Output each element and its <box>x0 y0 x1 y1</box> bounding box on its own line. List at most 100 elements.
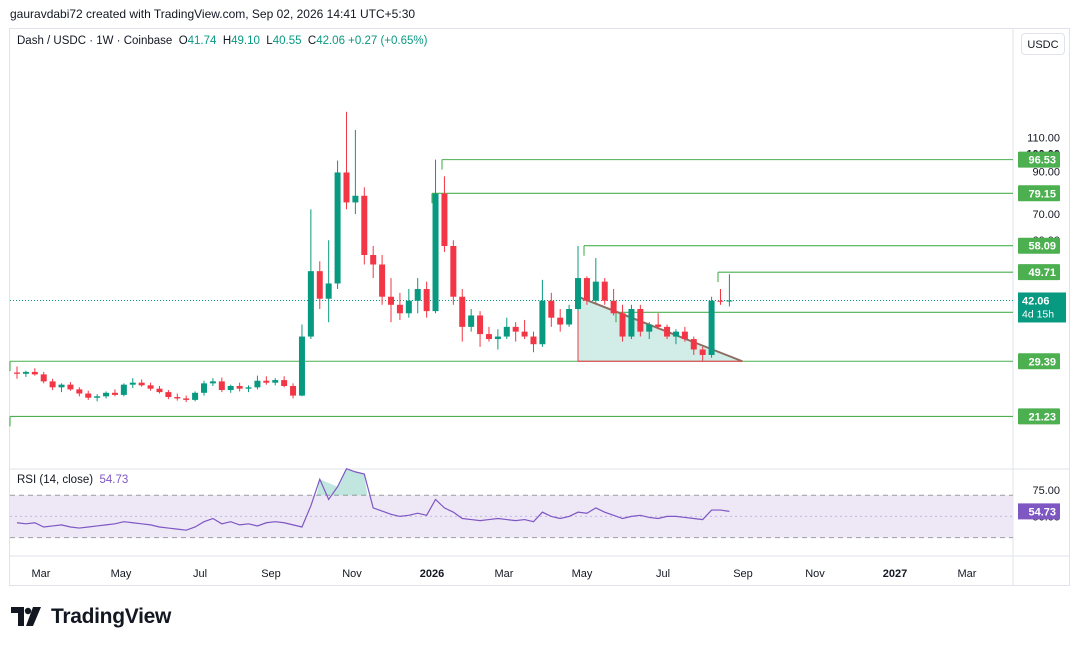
candle-body <box>592 281 599 301</box>
candle-body <box>192 392 199 400</box>
time-tick-label: 2027 <box>883 568 907 580</box>
candle-body <box>236 385 243 389</box>
candle-body <box>583 278 590 301</box>
candle-body <box>254 380 261 388</box>
high-label: H <box>222 35 232 47</box>
low-label: L <box>266 35 273 47</box>
rsi-label: RSI (14, close) <box>17 474 94 486</box>
candle-body <box>156 388 163 393</box>
high-value: 49.10 <box>231 35 260 47</box>
candle-body <box>209 381 216 384</box>
rsi-value-tag <box>1018 503 1060 520</box>
chart-frame <box>9 28 1070 586</box>
candle-body <box>67 384 74 390</box>
time-tick-label: Jul <box>656 568 670 580</box>
candle-body <box>690 339 697 350</box>
level-price-label: 49.71 <box>1028 267 1056 279</box>
time-tick-label: Sep <box>733 568 753 580</box>
candle-body <box>272 380 279 383</box>
rsi-overbought-fill <box>316 468 368 496</box>
candle-body <box>245 387 252 389</box>
candle-body <box>655 324 662 327</box>
candle-body <box>708 300 715 355</box>
rsi-tick-label: 75.00 <box>1032 485 1060 497</box>
candle-body <box>227 385 234 391</box>
candle-body <box>726 300 733 302</box>
low-value: 40.55 <box>272 35 302 47</box>
open-label: O <box>178 35 188 47</box>
candle-body <box>628 308 635 337</box>
rsi-value: 54.73 <box>99 474 129 486</box>
candle-body <box>263 380 270 383</box>
candle-body <box>165 392 172 398</box>
last-price-label: 42.06 <box>1022 295 1050 307</box>
candle-body <box>503 326 510 337</box>
candle-body <box>76 389 83 394</box>
rsi-legend: RSI (14, close) 54.73 <box>17 474 128 486</box>
candle-body <box>699 349 706 355</box>
candle-body <box>405 300 412 314</box>
candle-body <box>521 331 528 337</box>
candle-body <box>396 304 403 314</box>
time-tick-label: Sep <box>261 568 281 580</box>
level-price-tag <box>1018 408 1060 425</box>
rsi-value-tag-label: 54.73 <box>1028 506 1056 518</box>
candle-body <box>494 336 501 340</box>
candle-body <box>138 382 145 386</box>
change-value: +0.27 (+0.65%) <box>348 35 428 47</box>
currency-button[interactable]: USDC <box>1021 33 1065 55</box>
candle-body <box>681 331 688 340</box>
candle-body <box>664 326 671 337</box>
candle-body <box>352 195 359 203</box>
candle-body <box>120 384 127 395</box>
candle-body <box>672 331 679 337</box>
candle-body <box>316 271 323 299</box>
candle-body <box>566 308 573 325</box>
level-price-label: 58.09 <box>1028 241 1056 253</box>
candle-body <box>22 371 29 374</box>
close-label: C <box>307 35 317 47</box>
candle-body <box>40 374 47 382</box>
candle-body <box>307 271 314 337</box>
candle-body <box>94 396 101 398</box>
candle-body <box>530 336 537 345</box>
candle-body <box>174 397 181 399</box>
candle-body <box>111 392 118 395</box>
time-tick-label: 2026 <box>420 568 444 580</box>
candle-body <box>379 264 386 297</box>
time-tick-label: Nov <box>342 568 362 580</box>
time-tick-label: Mar <box>958 568 977 580</box>
candle-body <box>637 308 644 332</box>
price-tick-label: 90.00 <box>1032 167 1060 179</box>
candle-body <box>388 296 395 305</box>
level-price-label: 96.53 <box>1028 155 1056 167</box>
candle-body <box>281 380 288 386</box>
level-price-label: 29.39 <box>1028 356 1056 368</box>
candle-body <box>218 381 225 391</box>
candle-body <box>557 317 564 325</box>
candle-body <box>575 278 582 309</box>
candle-body <box>31 371 38 375</box>
level-price-tag <box>1018 237 1060 254</box>
time-tick-label: Jul <box>193 568 207 580</box>
candle-body <box>343 172 350 203</box>
close-value: 42.06 <box>316 35 345 47</box>
symbol-legend: Dash / USDC · 1W · Coinbase O41.74 H49.1… <box>17 35 427 47</box>
level-price-tag <box>1018 353 1060 370</box>
open-value: 41.74 <box>187 35 217 47</box>
last-price-tag <box>1018 292 1066 323</box>
time-tick-label: May <box>111 568 132 580</box>
candle-body <box>619 313 626 337</box>
level-price-label: 21.23 <box>1028 411 1056 423</box>
price-tick-label: 70.00 <box>1032 209 1060 221</box>
candle-body <box>548 300 555 318</box>
brand-logo: TradingView <box>11 603 171 631</box>
candle-countdown-label: 4d 15h <box>1022 308 1054 320</box>
time-tick-label: Nov <box>805 568 825 580</box>
candle-body <box>423 289 430 312</box>
candle-body <box>646 324 653 332</box>
candle-body <box>325 283 332 299</box>
candle-body <box>361 195 368 255</box>
candle-body <box>129 382 136 385</box>
